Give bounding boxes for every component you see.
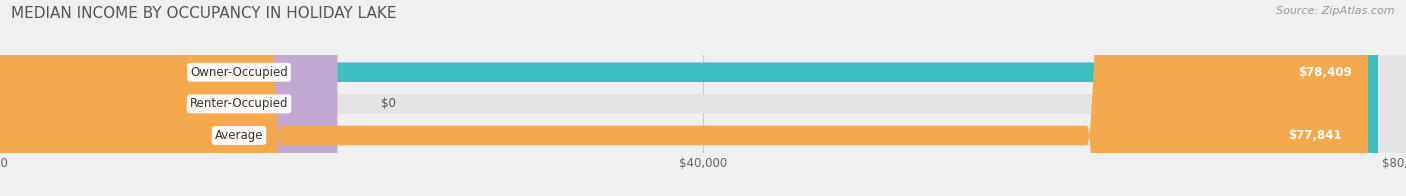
Text: Source: ZipAtlas.com: Source: ZipAtlas.com	[1277, 6, 1395, 16]
Text: Renter-Occupied: Renter-Occupied	[190, 97, 288, 110]
Text: MEDIAN INCOME BY OCCUPANCY IN HOLIDAY LAKE: MEDIAN INCOME BY OCCUPANCY IN HOLIDAY LA…	[11, 6, 396, 21]
FancyBboxPatch shape	[0, 0, 1368, 196]
Text: Owner-Occupied: Owner-Occupied	[190, 66, 288, 79]
Text: Average: Average	[215, 129, 263, 142]
FancyBboxPatch shape	[0, 0, 337, 196]
Text: $0: $0	[381, 97, 396, 110]
Text: $77,841: $77,841	[1288, 129, 1341, 142]
Text: $78,409: $78,409	[1298, 66, 1351, 79]
